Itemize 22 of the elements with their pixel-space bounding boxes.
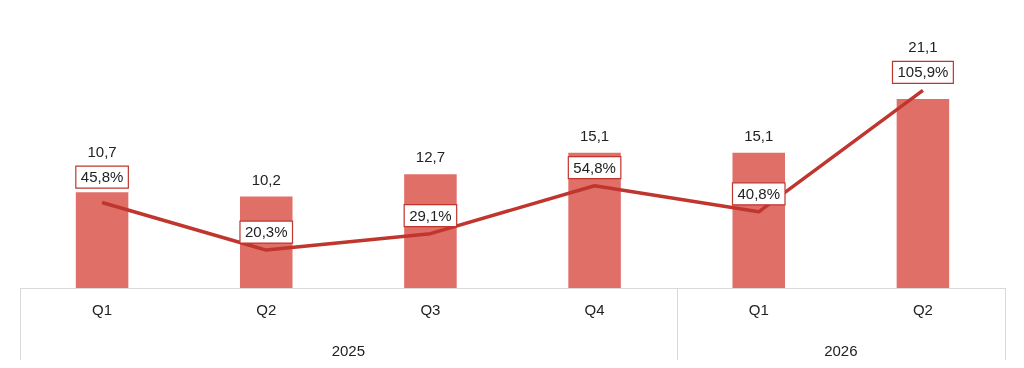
data-label: 105,9% <box>897 63 949 81</box>
x-tick-label: Q2 <box>912 301 933 319</box>
data-label: 29,1% <box>409 206 452 224</box>
data-label: 40,8% <box>737 184 781 202</box>
text: 2025 <box>331 342 366 360</box>
data-label: 20,3% <box>244 223 288 241</box>
x-tick-label: Q1 <box>748 301 769 319</box>
text: 2026 <box>824 342 858 360</box>
data-label: 12,7 <box>415 148 446 166</box>
x-tick-label: Q2 <box>256 301 277 319</box>
data-label: 10,2 <box>251 170 281 188</box>
x-tick-label: Q4 <box>584 301 605 319</box>
bar <box>896 98 950 288</box>
bar <box>75 192 129 288</box>
data-label: 54,8% <box>573 158 616 176</box>
data-label: 21,1 <box>908 38 938 56</box>
x-tick-label: Q1 <box>92 301 113 319</box>
data-label: 10,7 <box>87 143 117 161</box>
x-tick-label: Q3 <box>420 301 441 319</box>
data-label: 15,1 <box>579 126 610 144</box>
data-label: 45,8% <box>80 168 124 186</box>
data-label: 15,1 <box>744 126 774 144</box>
